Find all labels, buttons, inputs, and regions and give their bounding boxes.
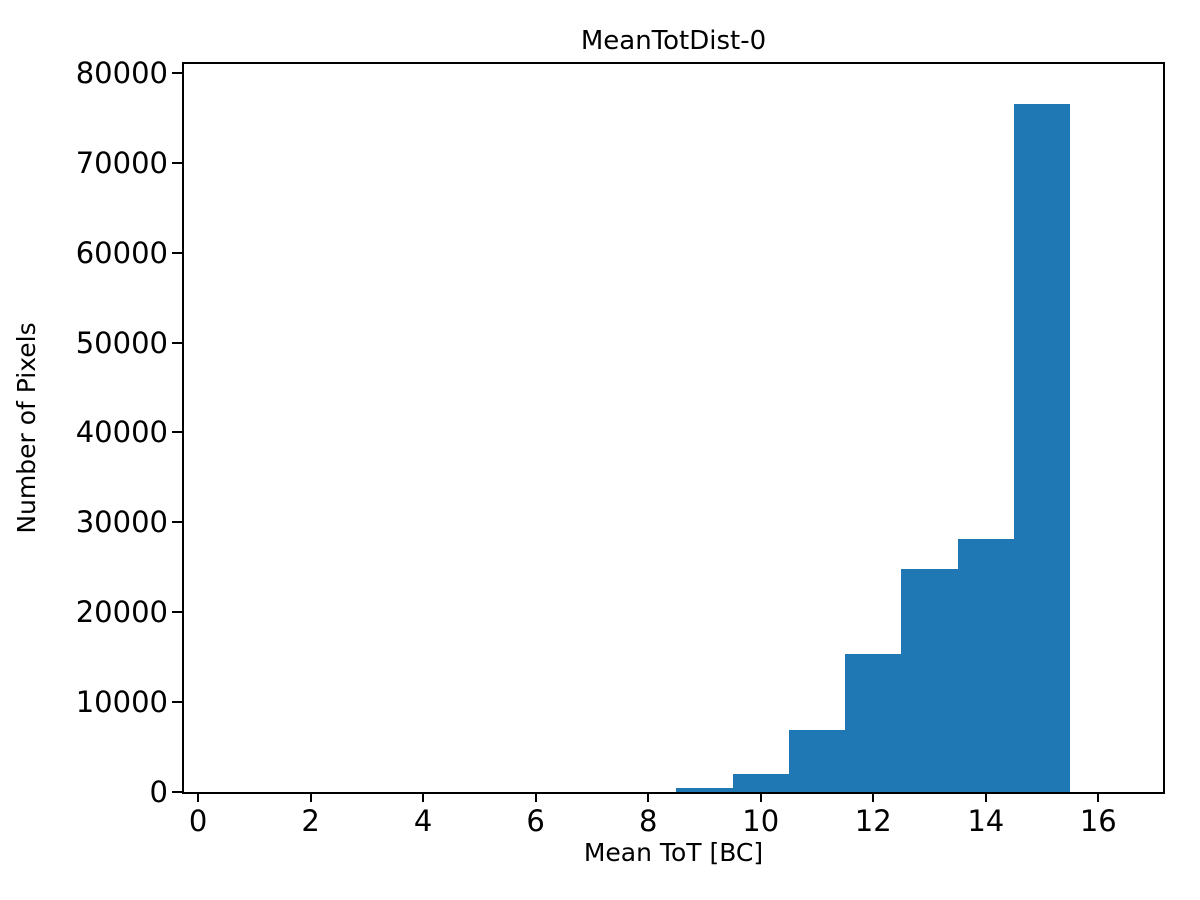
x-tick-label: 16: [1079, 804, 1117, 838]
x-tick-mark: [759, 792, 762, 802]
y-tick-mark: [172, 251, 182, 254]
x-tick-mark: [984, 792, 987, 802]
y-tick-label: 80000: [75, 55, 168, 90]
y-tick-mark: [172, 431, 182, 434]
x-tick-label: 14: [967, 804, 1005, 838]
y-tick-label: 0: [149, 775, 168, 809]
y-tick-mark: [172, 341, 182, 344]
y-tick-label: 70000: [75, 145, 168, 180]
y-tick-label: 10000: [75, 685, 168, 720]
histogram-bar: [957, 538, 1014, 792]
histogram-bar: [901, 569, 958, 792]
x-tick-mark: [197, 792, 200, 802]
histogram-bar: [1013, 103, 1071, 792]
x-tick-mark: [309, 792, 312, 802]
y-tick-mark: [172, 521, 182, 524]
x-tick-mark: [422, 792, 425, 802]
y-tick-label: 30000: [75, 505, 168, 540]
histogram-bar: [676, 787, 733, 792]
x-tick-label: 0: [188, 804, 208, 838]
histogram-bar: [845, 653, 902, 792]
x-tick-mark: [647, 792, 650, 802]
x-tick-label: 2: [301, 804, 320, 838]
y-tick-label: 60000: [75, 235, 168, 270]
x-tick-label: 10: [742, 804, 780, 838]
y-tick-label: 40000: [75, 415, 168, 450]
chart-title: MeanTotDist-0: [580, 26, 767, 56]
y-tick-label: 20000: [75, 595, 168, 630]
y-tick-mark: [172, 611, 182, 614]
x-tick-label: 8: [638, 804, 658, 838]
y-tick-label: 50000: [75, 325, 168, 360]
histogram-bar: [732, 774, 789, 792]
x-tick-mark: [1097, 792, 1100, 802]
x-axis-label: Mean ToT [BC]: [583, 838, 764, 867]
plot-area: [182, 62, 1165, 794]
y-tick-mark: [172, 161, 182, 164]
y-tick-mark: [172, 701, 182, 704]
x-tick-label: 4: [413, 804, 433, 838]
x-tick-mark: [534, 792, 537, 802]
histogram-bar: [788, 729, 846, 792]
y-tick-mark: [172, 71, 182, 74]
x-tick-label: 6: [526, 804, 545, 838]
x-tick-label: 12: [854, 804, 892, 838]
y-tick-mark: [172, 791, 182, 793]
y-axis-label: Number of Pixels: [12, 322, 41, 534]
x-tick-mark: [872, 792, 875, 802]
